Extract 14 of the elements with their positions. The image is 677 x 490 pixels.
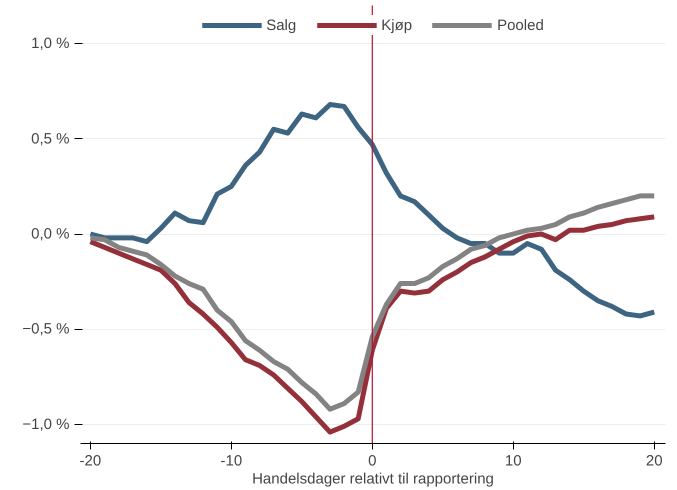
y-tick-label: −0,5 % [22,320,70,338]
x-axis-title: Handelsdager relativt til rapportering [252,470,494,488]
x-tick-label: -20 [80,452,102,470]
y-tick-label: 1,0 % [31,35,70,52]
x-tick-label: 0 [368,452,376,470]
legend-label: Kjøp [381,16,412,34]
y-tick-label: −1,0 % [22,416,70,433]
x-tick-label: -10 [220,452,242,470]
x-tick-label: 10 [504,452,522,470]
y-tick-label: 0,0 % [31,226,70,243]
x-tick-label: 20 [646,452,663,470]
legend-label: Salg [266,16,296,34]
legend-label: Pooled [497,16,544,34]
y-tick-label: 0,5 % [31,130,70,148]
